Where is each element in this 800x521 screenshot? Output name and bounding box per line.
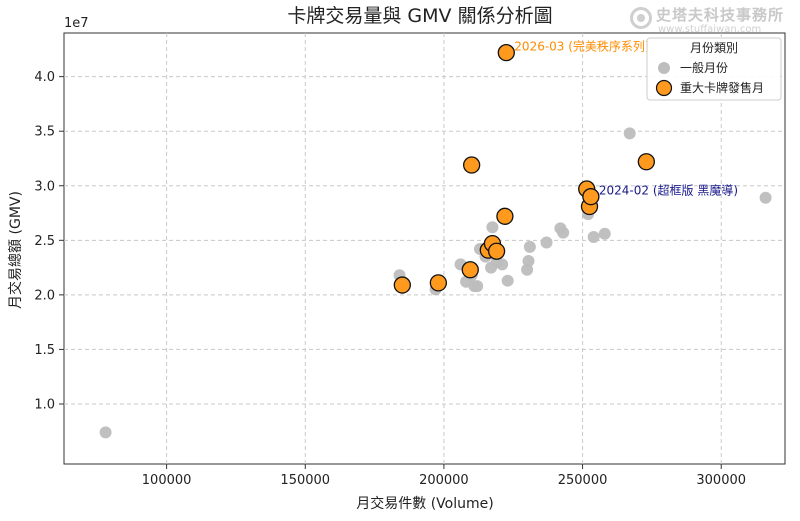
legend-label-normal: 一般月份 [680,60,728,75]
point-major-release-month [496,207,514,225]
y-tick-label: 3.0 [34,179,55,194]
plot-area [63,32,786,465]
y-tick-label: 4.0 [34,70,55,85]
point-normal-month [540,236,553,249]
point-major-release-month [462,156,481,174]
point-major-release-month [487,242,506,260]
x-axis-ticks: 100000 150000 200000 250000 300000 [142,464,746,488]
point-major-release-month [637,153,655,171]
legend-title: 月份類別 [690,41,738,55]
point-major-release-month [582,188,600,206]
watermark-text: 史塔夫科技事務所 [656,6,785,24]
point-normal-month [496,258,509,271]
x-tick-label: 100000 [142,473,192,488]
y-axis-label: 月交易總額 (GMV) [7,191,24,309]
y-offset-label: 1e7 [64,16,89,31]
point-annotation: 2026-03 (完美秩序系列) [514,39,649,54]
watermark: 史塔夫科技事務所 www.stuffaiwan.com [626,4,794,38]
point-normal-month [471,280,484,293]
x-tick-label: 300000 [696,473,746,488]
legend-label-major: 重大卡牌發售月 [680,80,764,95]
x-axis-label: 月交易件數 (Volume) [356,495,493,512]
x-tick-label: 250000 [558,473,608,488]
x-tick-label: 200000 [419,473,469,488]
y-tick-label: 3.5 [34,125,55,140]
y-tick-label: 1.5 [34,343,55,358]
point-normal-month [501,274,514,287]
point-major-release-month [497,43,515,62]
point-normal-month [486,221,499,234]
y-tick-label: 2.5 [34,234,55,249]
point-normal-month [557,226,570,239]
point-major-release-month [393,276,411,294]
point-major-release-month [429,274,448,292]
point-normal-month [587,231,600,244]
y-tick-label: 2.0 [34,288,55,303]
legend-marker-major [655,79,673,97]
y-tick-label: 1.0 [34,397,55,412]
point-normal-month [623,127,636,140]
annotations: 2026-03 (完美秩序系列) 2024-02 (超框版 黑魔導) [514,39,738,198]
legend: 月份類別 一般月份 重大卡牌發售月 [646,37,782,101]
chart-title: 卡牌交易量與 GMV 關係分析圖 [287,5,552,27]
y-axis-ticks: 1.0 1.5 2.0 2.5 3.0 3.5 4.0 [34,70,64,412]
x-tick-label: 150000 [280,473,330,488]
point-normal-month [522,255,535,268]
point-normal-month [759,191,772,204]
legend-marker-normal [658,62,670,74]
point-normal-month [523,240,536,253]
data-points [99,43,772,439]
legend-box [646,37,782,101]
point-major-release-month [461,261,479,279]
watermark-logo-icon [630,7,652,29]
point-normal-month [99,426,112,439]
point-annotation: 2024-02 (超框版 黑魔導) [599,183,738,198]
grid-lines [64,33,785,464]
point-normal-month [598,227,611,240]
watermark-url: www.stuffaiwan.com [658,24,762,35]
